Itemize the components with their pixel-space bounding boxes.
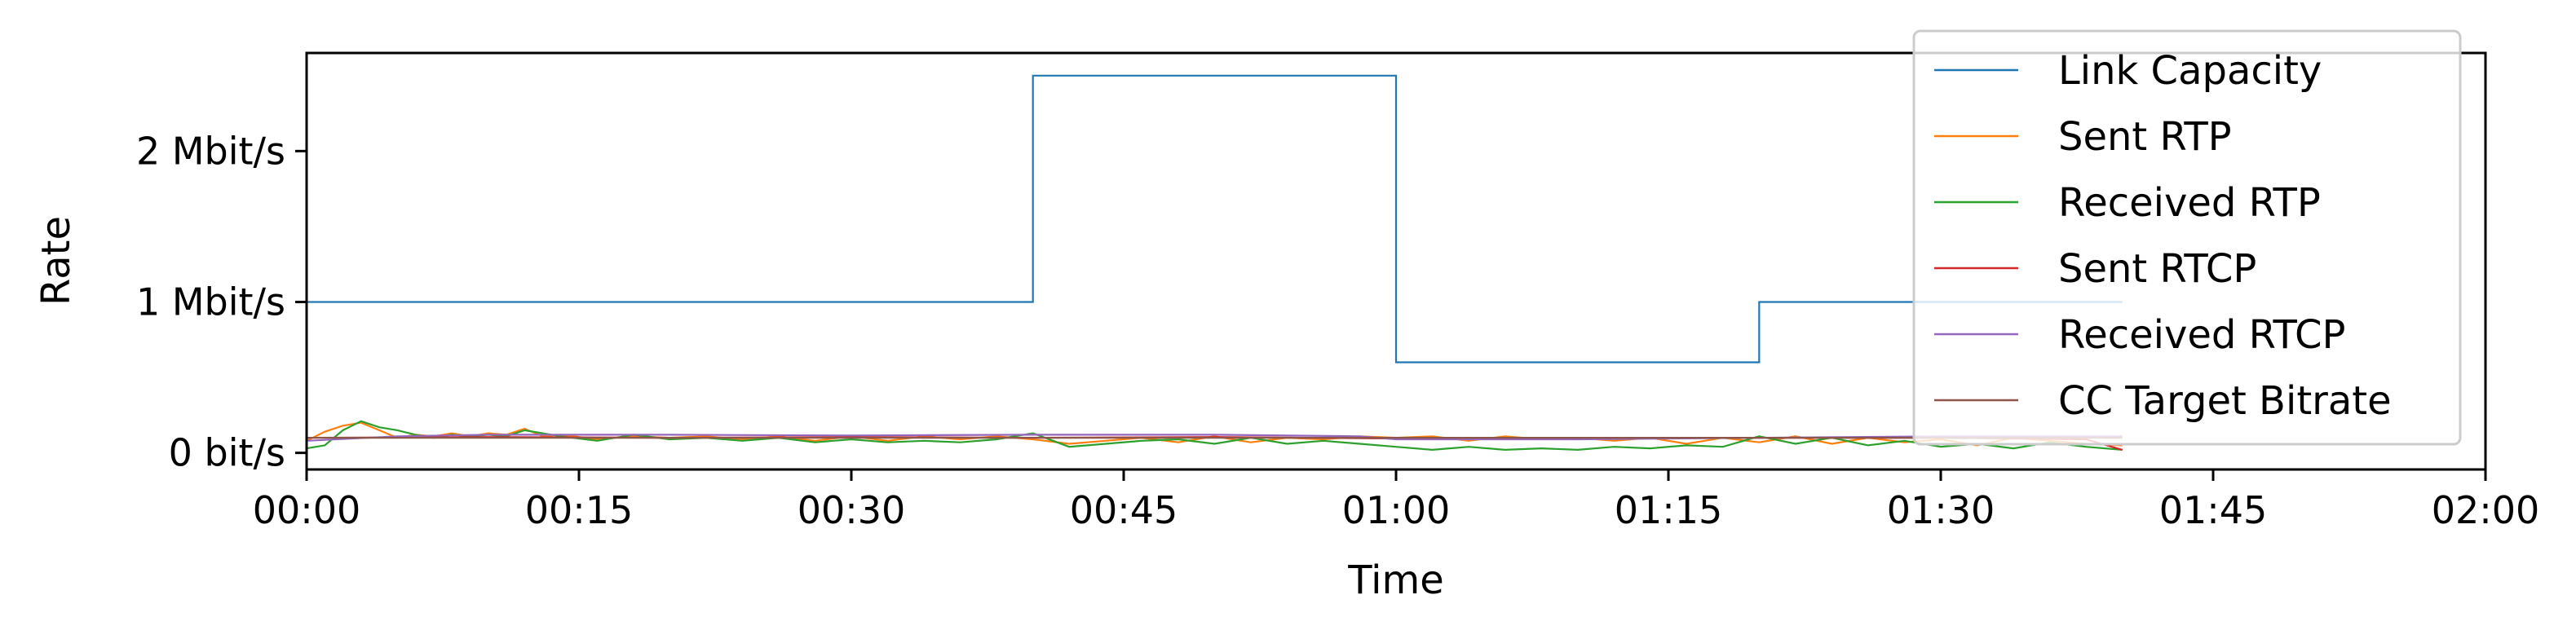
y-tick-label: 2 Mbit/s xyxy=(136,129,285,173)
y-axis-title: Rate xyxy=(33,216,79,306)
x-tick-label: 00:00 xyxy=(253,488,361,532)
x-tick-label: 02:00 xyxy=(2432,488,2540,532)
y-tick-label: 0 bit/s xyxy=(169,431,285,475)
legend-label: Received RTP xyxy=(2058,180,2321,226)
x-tick-label: 01:45 xyxy=(2159,488,2268,532)
legend-label: CC Target Bitrate xyxy=(2058,378,2392,424)
legend-label: Received RTCP xyxy=(2058,312,2345,358)
x-axis-ticks: 00:00 00:15 00:30 00:45 01:00 01:15 01:30 01:45… xyxy=(253,469,2540,532)
x-tick-label: 00:45 xyxy=(1070,488,1178,532)
x-tick-label: 00:15 xyxy=(525,488,634,532)
x-tick-label: 01:30 xyxy=(1887,488,1995,532)
legend-label: Sent RTCP xyxy=(2058,246,2256,292)
x-axis-title: Time xyxy=(1347,557,1443,603)
x-tick-label: 01:15 xyxy=(1615,488,1723,532)
legend-label: Link Capacity xyxy=(2058,48,2322,94)
legend-box xyxy=(1912,29,2462,446)
x-tick-label: 00:30 xyxy=(798,488,906,532)
series-line-link-capacity xyxy=(307,74,2123,364)
legend-items: Link Capacity Sent RTP Received RTP Sent RT… xyxy=(1934,48,2392,424)
x-tick-label: 01:00 xyxy=(1342,488,1451,532)
y-tick-label: 1 Mbit/s xyxy=(136,280,285,324)
legend: Link Capacity Sent RTP Received RTP Sent RT… xyxy=(1912,29,2462,446)
legend-label: Sent RTP xyxy=(2058,114,2232,160)
y-axis-ticks: 0 bit/s 1 Mbit/s 2 Mbit/s xyxy=(136,129,307,475)
series-layer xyxy=(306,74,2123,452)
